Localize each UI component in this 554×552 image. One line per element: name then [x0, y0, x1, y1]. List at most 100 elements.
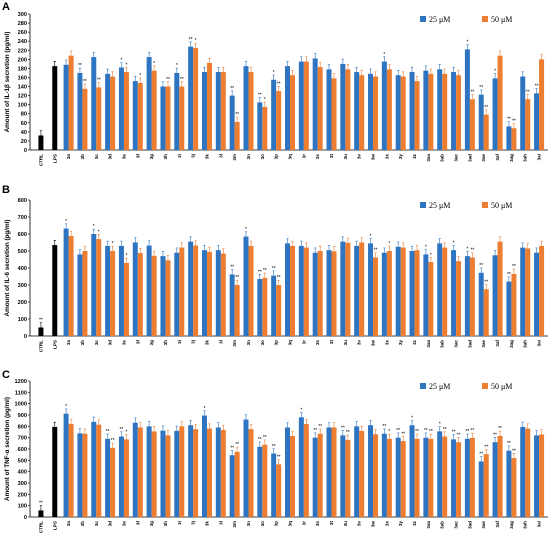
x-tick-label: LPS: [52, 154, 57, 163]
bar: [373, 257, 379, 336]
x-tick-label: 3ae: [481, 154, 486, 162]
panel-letter: B: [2, 184, 10, 196]
significance-mark: **: [479, 452, 483, 458]
x-tick-label: 3ae: [481, 521, 486, 529]
significance-mark: *: [153, 61, 155, 67]
bar: [262, 444, 268, 517]
x-tick-label: 3ai: [537, 340, 542, 346]
x-tick-label: 3ag: [509, 154, 514, 162]
bar: [539, 434, 545, 517]
significance-mark: *: [439, 422, 441, 428]
significance-mark: **: [507, 117, 511, 123]
significance-mark: **: [39, 318, 43, 324]
chart-panel-a: A Amount of IL-1β secretion (pg/ml) 0 20 40 6…: [2, 1, 548, 166]
legend-swatch: [482, 202, 488, 208]
bar: [451, 72, 457, 150]
bar: [206, 62, 212, 150]
x-tick-label: 3h: [163, 154, 168, 160]
significance-mark: **: [258, 93, 262, 99]
bar: [179, 426, 185, 517]
bar: [132, 81, 138, 150]
control-bar: [52, 426, 58, 517]
x-tick-label: 3ai: [537, 154, 542, 160]
control-bar: [52, 245, 58, 336]
x-tick-label: 3q: [288, 340, 293, 346]
x-tick-label: 3t: [329, 340, 334, 345]
significance-mark: **: [263, 435, 267, 441]
bar: [409, 425, 415, 517]
bar: [492, 78, 498, 150]
y-axis-label: Amount of IL-6 secretion (pg/ml): [4, 220, 11, 317]
bar: [359, 242, 365, 336]
bar: [511, 128, 517, 150]
x-tick-label: 3t: [329, 521, 334, 526]
bar: [151, 255, 157, 336]
x-tick-label: 3ad: [467, 340, 472, 348]
x-tick-label: 3j: [191, 340, 196, 344]
x-tick-label: 3o: [260, 154, 265, 160]
significance-mark: **: [263, 268, 267, 274]
y-tick-label: 120: [18, 94, 27, 100]
bar: [174, 252, 180, 336]
bar: [442, 436, 448, 517]
bar: [123, 262, 129, 336]
bar: [248, 245, 254, 336]
x-tick-label: 3q: [288, 154, 293, 160]
bar: [511, 273, 517, 336]
x-tick-label: 3h: [163, 340, 168, 346]
bar: [478, 272, 484, 336]
x-tick-label: 3m: [232, 154, 237, 161]
significance-mark: **: [507, 272, 511, 278]
bar: [96, 239, 102, 336]
y-tick-label: 180: [18, 66, 27, 72]
significance-mark: **: [493, 432, 497, 438]
bar: [317, 433, 323, 517]
significance-mark: *: [125, 253, 127, 259]
significance-mark: **: [230, 265, 234, 271]
y-tick-label: 500: [18, 458, 27, 464]
bar: [271, 275, 277, 336]
x-tick-label: 3g: [149, 521, 154, 527]
y-tick-label: 900: [18, 413, 27, 419]
bar: [534, 93, 540, 150]
y-tick-label: 800: [18, 198, 27, 204]
bar: [262, 277, 268, 336]
bar: [160, 86, 166, 150]
bar: [146, 57, 152, 150]
bar: [276, 464, 282, 517]
bar: [456, 442, 462, 517]
bar: [525, 248, 531, 336]
significance-mark: **: [526, 89, 530, 95]
significance-mark: *: [370, 234, 372, 240]
bar: [317, 67, 323, 150]
x-tick-label: 3af: [495, 521, 500, 528]
significance-mark: **: [479, 263, 483, 269]
x-tick-label: 3x: [384, 340, 389, 346]
significance-mark: **: [313, 428, 317, 434]
bar: [160, 256, 166, 336]
y-tick-label: 0: [24, 515, 27, 521]
significance-mark: **: [341, 426, 345, 432]
bar: [132, 242, 138, 336]
x-tick-label: 3ac: [454, 521, 459, 529]
bar: [68, 55, 74, 150]
bar: [110, 76, 116, 150]
bar: [188, 425, 194, 517]
bar: [400, 247, 406, 336]
bar: [201, 415, 207, 517]
bar: [381, 433, 387, 517]
bar: [137, 253, 143, 336]
bar: [234, 451, 240, 517]
x-tick-label: 3i: [177, 340, 182, 344]
bar: [248, 429, 254, 517]
x-tick-label: 3h: [163, 521, 168, 527]
bar: [525, 428, 531, 517]
x-tick-label: 3f: [135, 154, 140, 159]
x-tick-label: 3r: [301, 521, 306, 526]
bar: [220, 429, 226, 517]
bar: [386, 69, 392, 150]
significance-mark: **: [39, 501, 43, 507]
significance-mark: *: [120, 58, 122, 64]
significance-mark: **: [415, 429, 419, 435]
significance-mark: **: [106, 429, 110, 435]
